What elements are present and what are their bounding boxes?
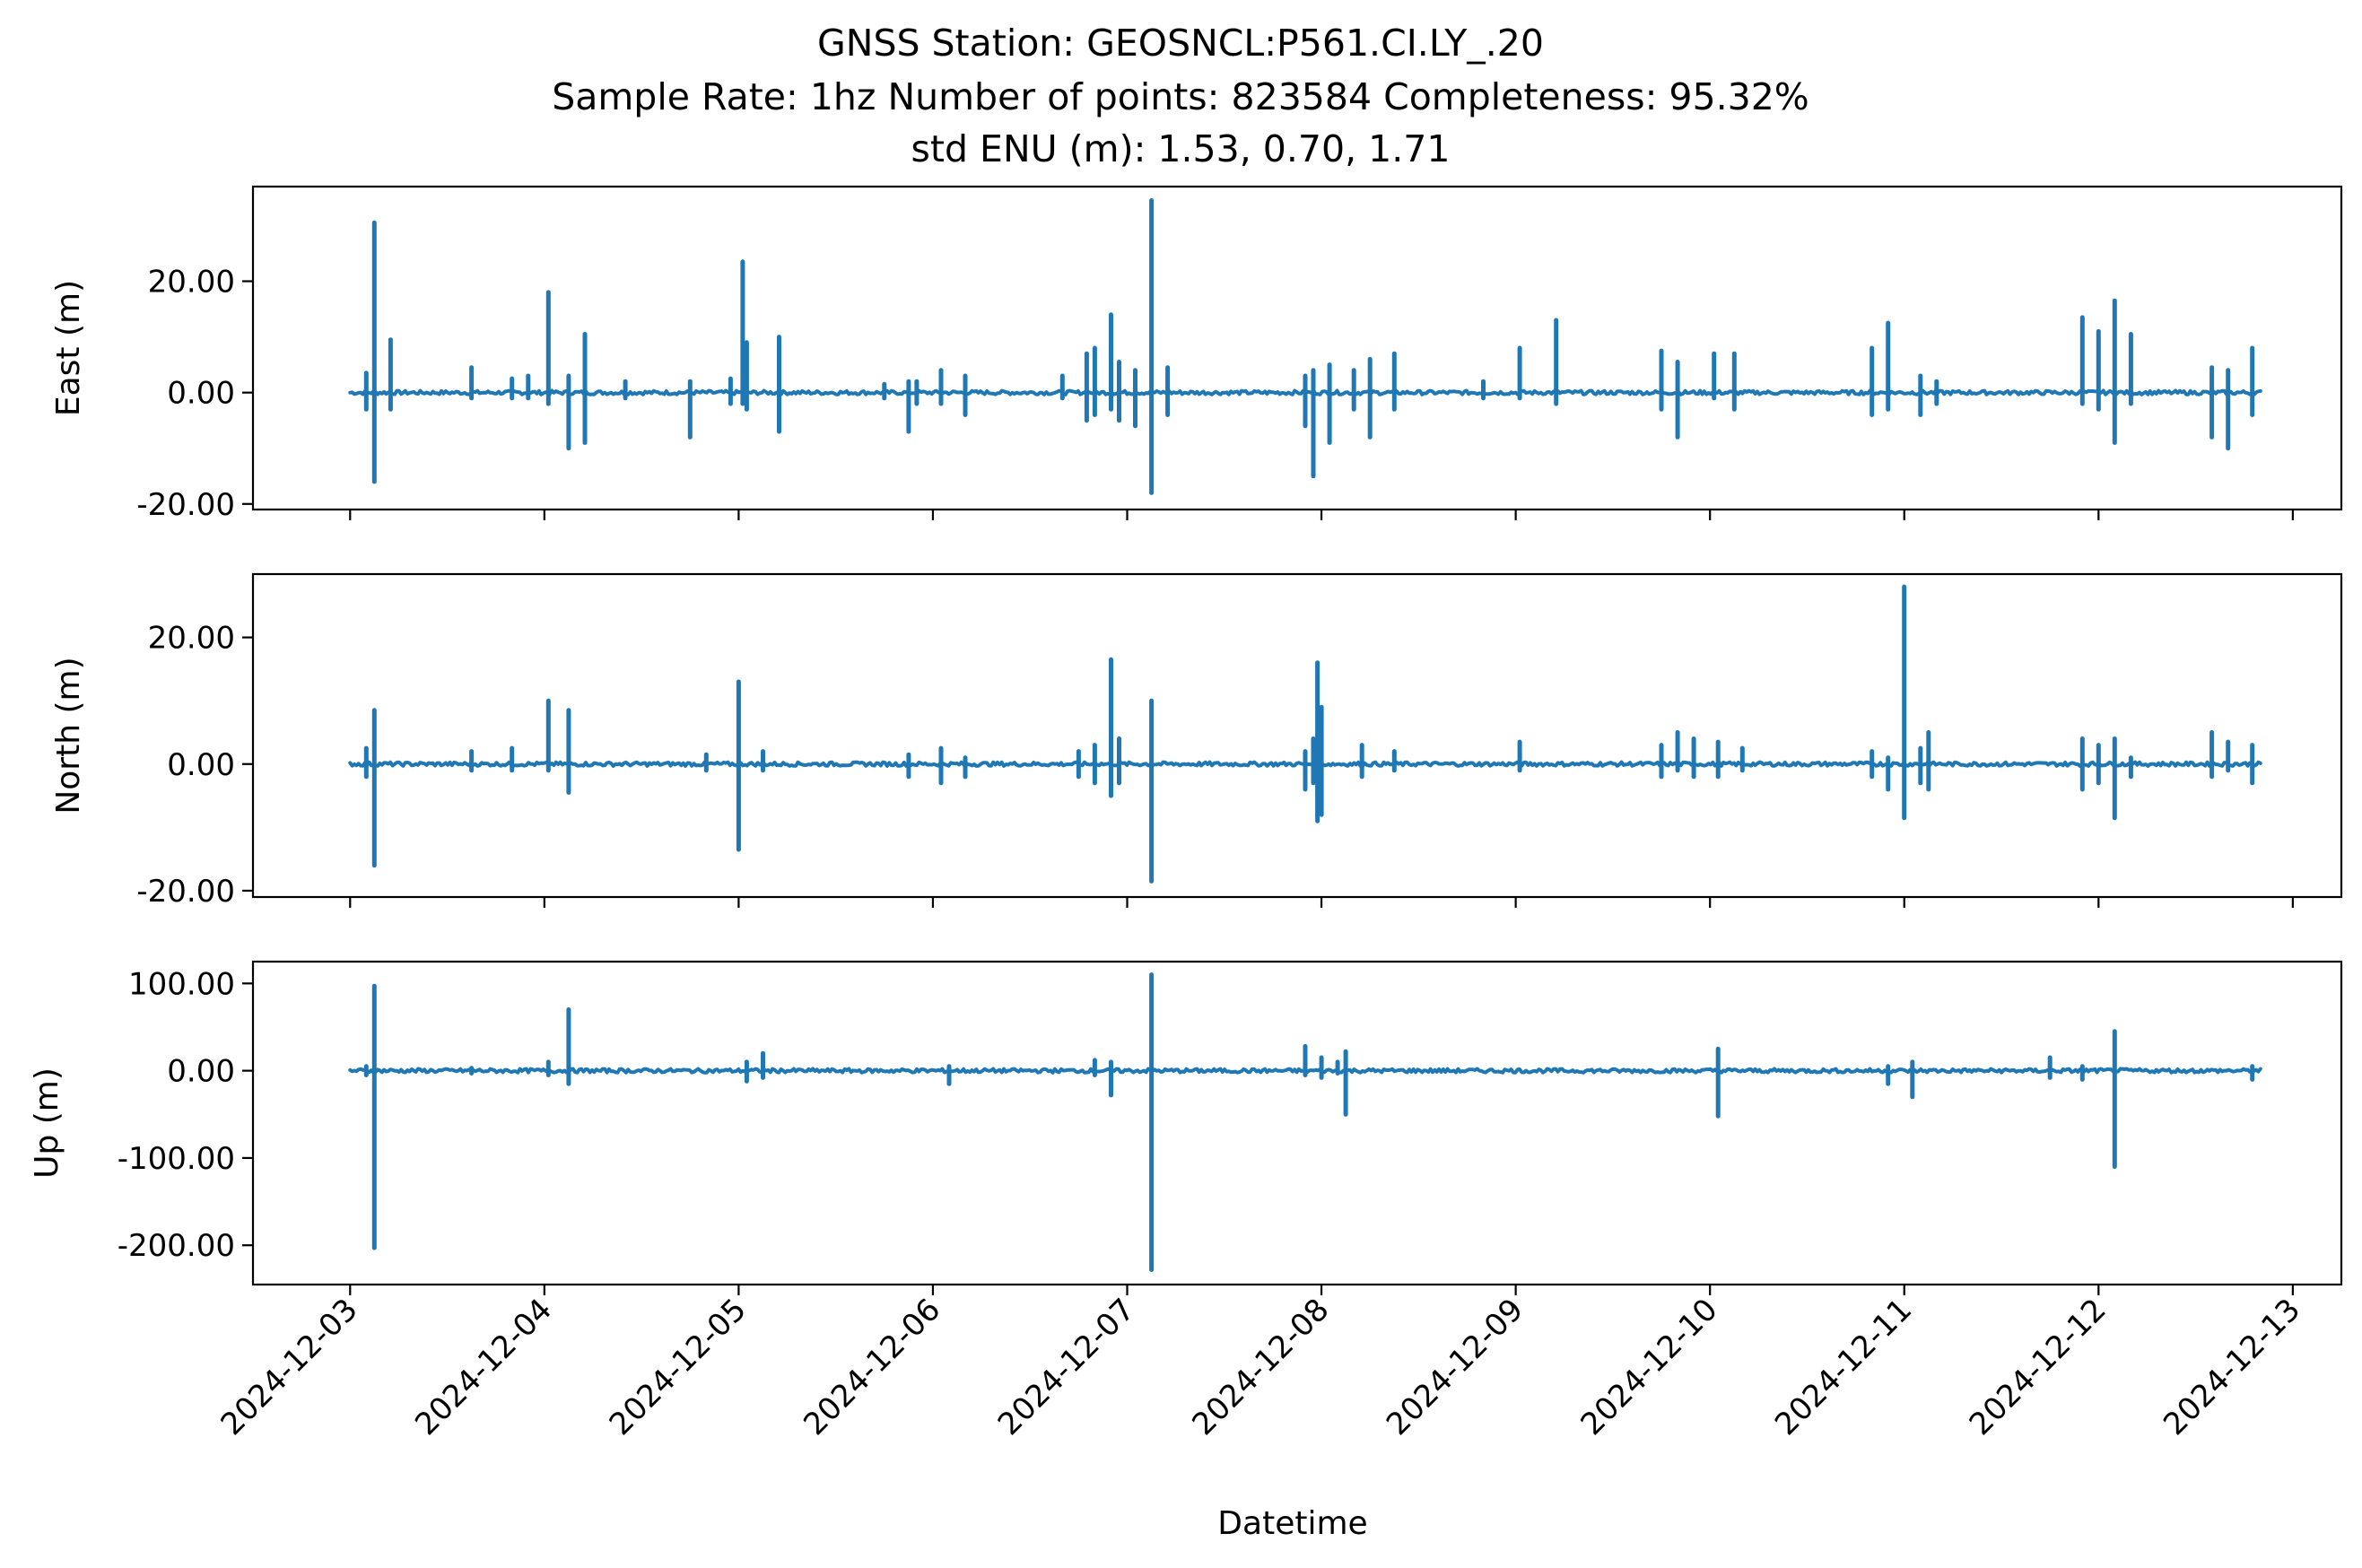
title-line-2: Sample Rate: 1hz Number of points: 82358… xyxy=(552,75,1809,118)
up-ytick-label: -100.00 xyxy=(118,1141,235,1177)
up-ytick-label: -200.00 xyxy=(118,1228,235,1264)
xtick-label: 2024-12-09 xyxy=(1380,1292,1530,1442)
xtick-label: 2024-12-10 xyxy=(1574,1292,1725,1442)
up-ytick-label: 0.00 xyxy=(167,1054,235,1090)
up-axes-frame xyxy=(251,960,2343,1286)
xtick-label: 2024-12-06 xyxy=(797,1292,947,1442)
xtick-label: 2024-12-07 xyxy=(991,1292,1142,1442)
east-ytick-label: 0.00 xyxy=(167,376,235,412)
north-y-axis-label: North (m) xyxy=(50,657,87,814)
north-ytick-label: 0.00 xyxy=(167,747,235,783)
xtick-label: 2024-12-11 xyxy=(1768,1292,1919,1442)
north-panel: -20.00 0.00 20.00 North (m) xyxy=(50,572,2343,910)
up-y-axis-label: Up (m) xyxy=(29,1067,65,1179)
east-axes-frame xyxy=(251,185,2343,511)
xtick-label: 2024-12-13 xyxy=(2157,1292,2307,1442)
up-panel: -200.00 -100.00 0.00 100.00 2024-12-03 2024-1… xyxy=(29,960,2343,1442)
xtick-label: 2024-12-05 xyxy=(603,1292,754,1442)
xtick-label: 2024-12-12 xyxy=(1963,1292,2114,1442)
title-line-1: GNSS Station: GEOSNCL:P561.CI.LY_.20 xyxy=(817,22,1544,65)
east-panel: -20.00 0.00 20.00 East (m) xyxy=(50,185,2343,523)
north-axes-frame xyxy=(251,572,2343,899)
east-ytick-label: 20.00 xyxy=(148,265,235,301)
east-ytick-label: -20.00 xyxy=(136,487,235,523)
xtick-label: 2024-12-03 xyxy=(214,1292,365,1442)
x-axis-label: Datetime xyxy=(1217,1505,1367,1542)
xtick-label: 2024-12-08 xyxy=(1185,1292,1336,1442)
xtick-label: 2024-12-04 xyxy=(408,1292,559,1442)
title-line-3: std ENU (m): 1.53, 0.70, 1.71 xyxy=(911,127,1451,170)
up-ytick-label: 100.00 xyxy=(128,966,235,1002)
north-ytick-label: -20.00 xyxy=(136,874,235,910)
north-ytick-label: 20.00 xyxy=(148,621,235,657)
east-y-axis-label: East (m) xyxy=(50,280,87,416)
